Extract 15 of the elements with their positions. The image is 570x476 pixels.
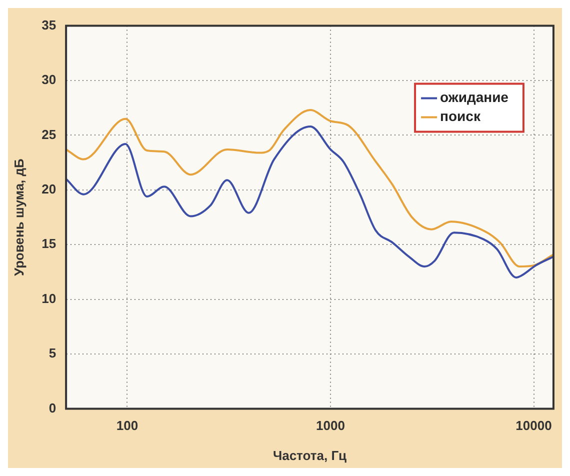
x-axis-title: Частота, Гц xyxy=(272,448,347,463)
y-tick-label: 35 xyxy=(42,17,56,32)
y-tick-label: 0 xyxy=(48,400,56,416)
x-tick-label: 10000 xyxy=(516,418,552,434)
y-tick-label: 5 xyxy=(48,346,56,361)
y-tick-label: 25 xyxy=(42,126,56,142)
legend-label: ожидание xyxy=(440,89,509,106)
y-tick-label: 15 xyxy=(42,236,56,252)
legend-label: поиск xyxy=(440,108,482,124)
y-tick-label: 10 xyxy=(42,290,56,306)
y-tick-label: 20 xyxy=(42,182,56,197)
x-tick-label: 1000 xyxy=(316,418,345,434)
y-tick-label: 30 xyxy=(42,72,56,88)
x-tick-label: 100 xyxy=(116,418,138,434)
y-axis-title: Уровень шума, дБ xyxy=(11,158,26,276)
